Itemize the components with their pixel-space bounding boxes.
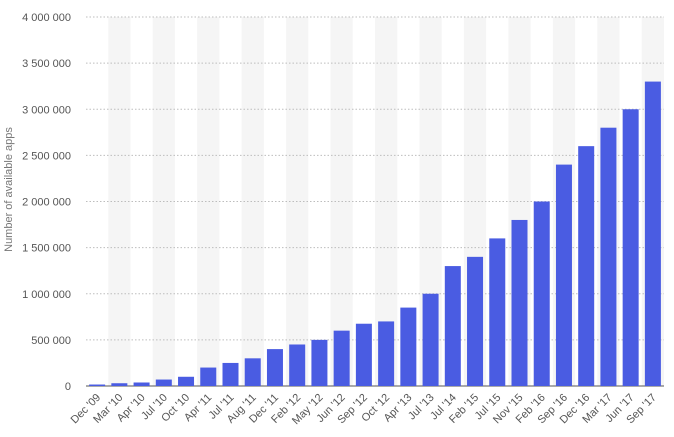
bar[interactable] bbox=[178, 376, 195, 386]
bar[interactable] bbox=[266, 349, 283, 386]
bar[interactable] bbox=[155, 379, 172, 386]
y-tick-label: 1 500 000 bbox=[22, 243, 71, 255]
bar[interactable] bbox=[444, 266, 461, 386]
y-tick-label: 500 000 bbox=[31, 335, 71, 347]
y-tick-label: 3 500 000 bbox=[22, 58, 71, 70]
bar[interactable] bbox=[378, 321, 395, 386]
bar[interactable] bbox=[89, 384, 106, 386]
bar[interactable] bbox=[222, 362, 239, 386]
y-tick-label: 3 000 000 bbox=[22, 104, 71, 116]
y-axis-title: Number of available apps bbox=[3, 127, 15, 252]
y-tick-label: 0 bbox=[65, 381, 71, 393]
bar[interactable] bbox=[533, 201, 550, 387]
bar[interactable] bbox=[511, 219, 528, 386]
bar[interactable] bbox=[489, 238, 506, 386]
bar[interactable] bbox=[555, 164, 572, 386]
bars bbox=[89, 81, 661, 387]
bar[interactable] bbox=[289, 344, 306, 386]
bar[interactable] bbox=[400, 307, 417, 386]
y-tick-label: 2 000 000 bbox=[22, 197, 71, 209]
bar[interactable] bbox=[422, 293, 439, 386]
bar[interactable] bbox=[600, 127, 617, 386]
bar[interactable] bbox=[622, 109, 639, 386]
bar[interactable] bbox=[578, 146, 595, 386]
bar[interactable] bbox=[311, 339, 328, 386]
bar[interactable] bbox=[355, 323, 372, 386]
bar[interactable] bbox=[644, 81, 661, 386]
bar[interactable] bbox=[467, 256, 484, 386]
y-tick-label: 2 500 000 bbox=[22, 150, 71, 162]
bar[interactable] bbox=[200, 367, 217, 386]
bar[interactable] bbox=[244, 358, 261, 386]
bar[interactable] bbox=[111, 383, 128, 386]
y-axis-ticks: 0 500 000 1 000 000 1 500 000 2 000 000 2 500… bbox=[22, 12, 71, 393]
bar[interactable] bbox=[333, 330, 350, 386]
bar[interactable] bbox=[133, 382, 150, 386]
y-tick-label: 4 000 000 bbox=[22, 12, 71, 24]
y-tick-label: 1 000 000 bbox=[22, 289, 71, 301]
